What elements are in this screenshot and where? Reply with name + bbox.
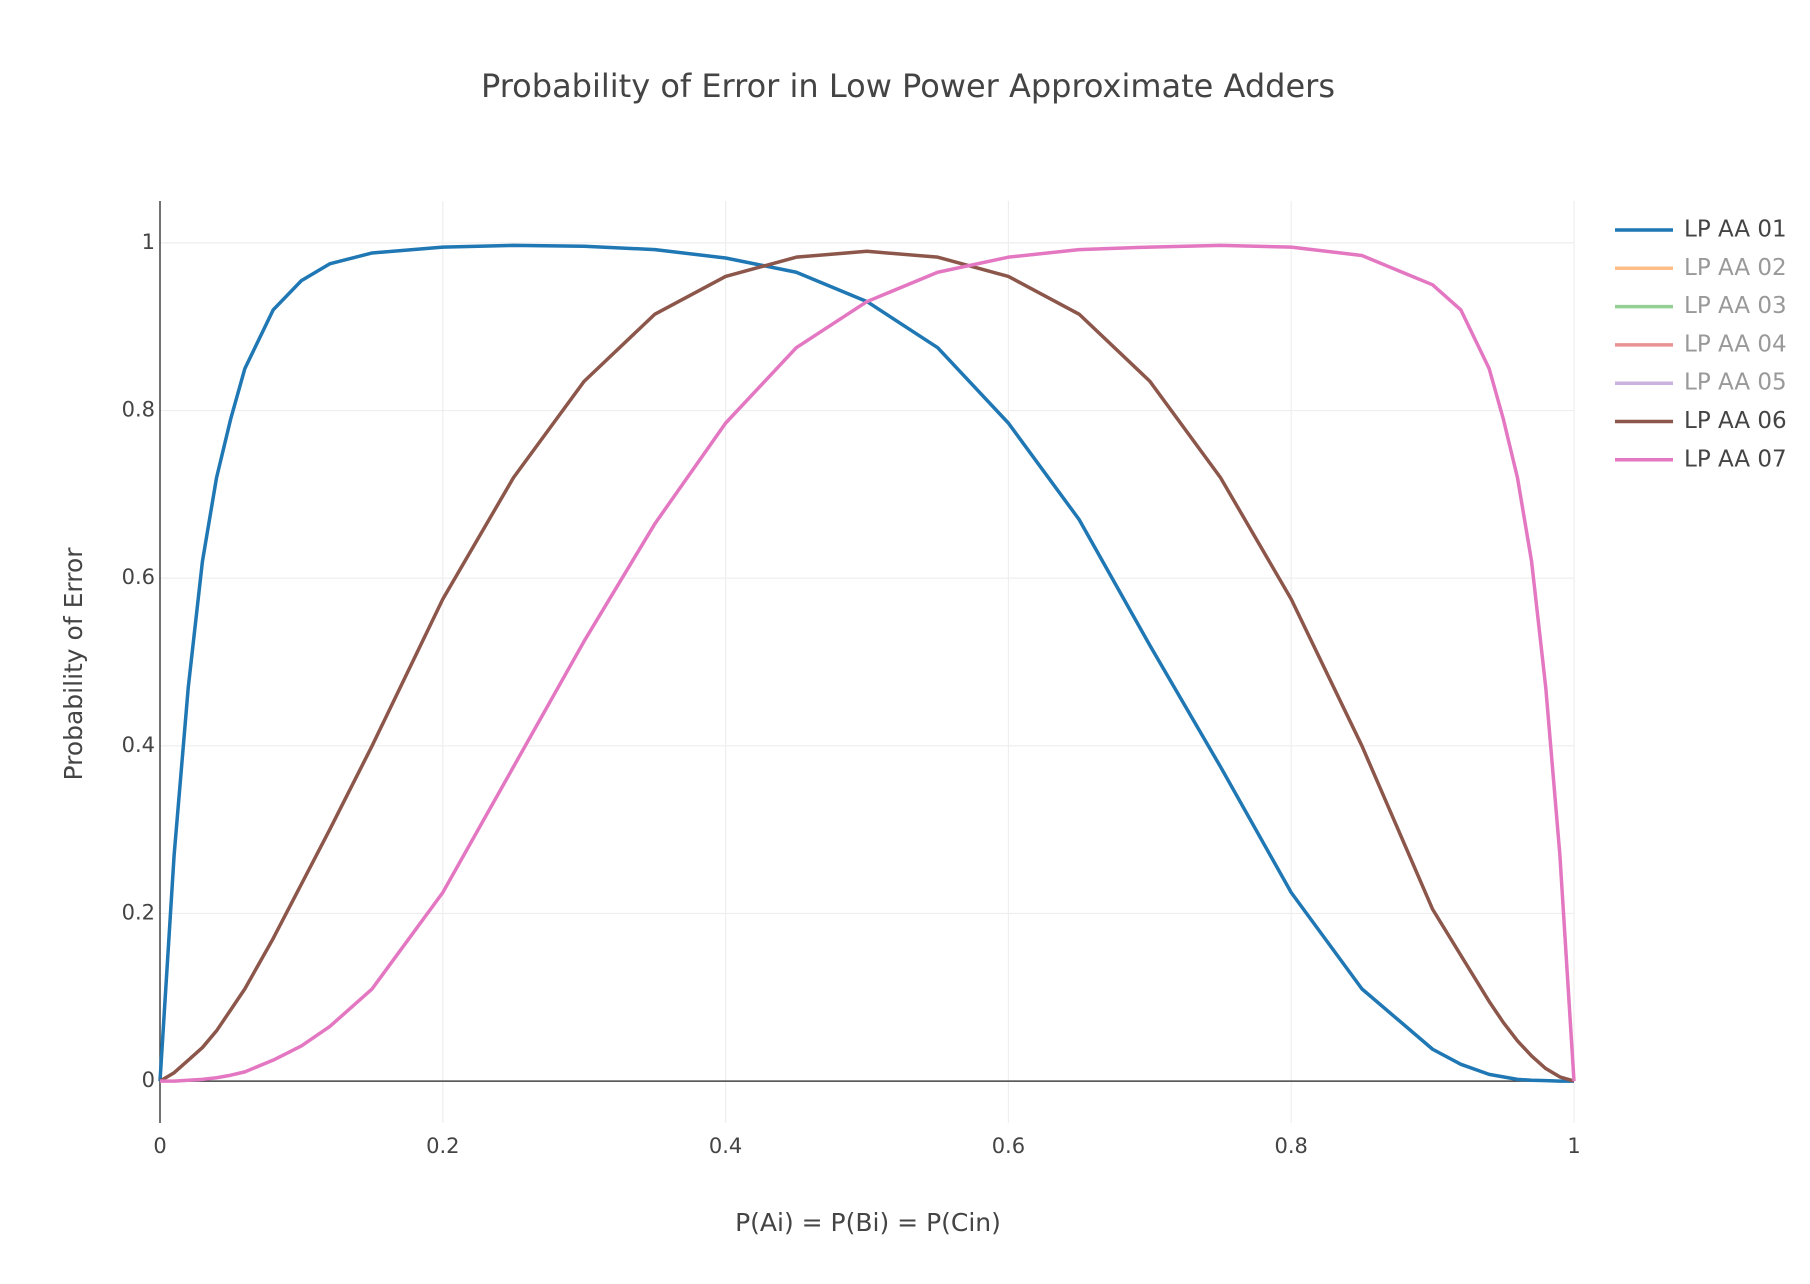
legend-label[interactable]: LP AA 07 [1684,446,1787,472]
legend-label[interactable]: LP AA 03 [1684,293,1787,319]
y-tick-label: 0.8 [122,398,155,422]
y-tick-label: 0.2 [122,900,155,924]
y-tick-label: 0.6 [122,565,155,589]
line-series [159,249,1575,1083]
legend-label[interactable]: LP AA 06 [1684,408,1787,434]
y-axis-title: Probability of Error [59,547,88,781]
legend-label[interactable]: LP AA 05 [1684,370,1787,396]
y-tick-label: 0 [142,1068,155,1092]
y-tick-label: 0.4 [122,733,155,757]
x-tick-label: 0.6 [992,1134,1025,1158]
legend-label[interactable]: LP AA 01 [1684,217,1787,243]
x-tick-label: 0.2 [426,1134,459,1158]
line-series [158,243,1574,1083]
chart-title: Probability of Error in Low Power Approx… [481,67,1335,105]
x-tick-label: 0.8 [1274,1134,1307,1158]
x-axis-title: P(Ai) = P(Bi) = P(Cin) [735,1208,1001,1237]
legend-label[interactable]: LP AA 04 [1684,331,1787,357]
line-series [160,243,1576,1083]
legend-label[interactable]: LP AA 02 [1684,255,1787,281]
y-tick-label: 1 [142,230,155,254]
x-tick-label: 0 [153,1134,166,1158]
x-tick-label: 0.4 [709,1134,742,1158]
x-tick-label: 1 [1567,1134,1580,1158]
